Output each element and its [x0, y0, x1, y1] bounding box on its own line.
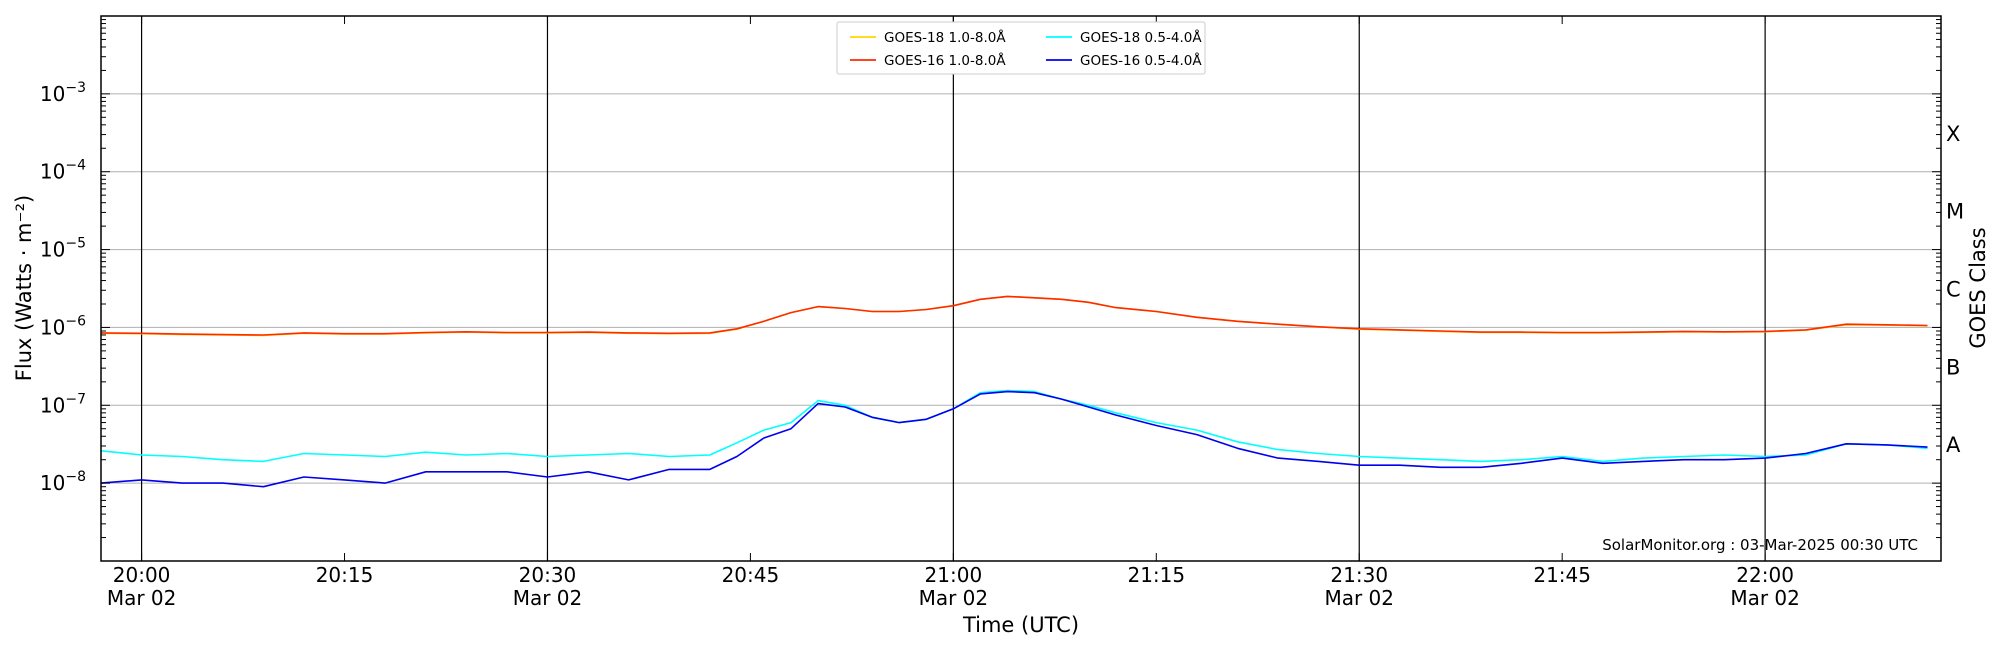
credit-text: SolarMonitor.org : 03-Mar-2025 00:30 UTC — [1602, 536, 1918, 554]
x-tick-label: 22:00 — [1736, 563, 1794, 587]
legend-label: GOES-18 1.0-8.0Å — [884, 29, 1006, 46]
day-marker-lines — [140, 16, 1766, 561]
x-tick-label: 21:45 — [1533, 563, 1591, 587]
x-tick-date-label: Mar 02 — [107, 586, 177, 610]
y-tick-label: 10−8 — [40, 469, 86, 495]
x-tick-label: 21:15 — [1127, 563, 1185, 587]
legend-label: GOES-18 0.5-4.0Å — [1080, 29, 1202, 46]
x-tick-label: 21:30 — [1330, 563, 1388, 587]
legend-label: GOES-16 1.0-8.0Å — [884, 52, 1006, 69]
y-tick-label: 10−3 — [40, 80, 86, 106]
y-tick-label: 10−7 — [40, 391, 86, 417]
x-tick-label: 21:00 — [925, 563, 983, 587]
legend-label: GOES-16 0.5-4.0Å — [1080, 52, 1202, 69]
goes-class-b: B — [1946, 355, 1960, 379]
x-tick-date-label: Mar 02 — [919, 586, 989, 610]
goes-class-m: M — [1946, 200, 1964, 224]
goes-class-x: X — [1946, 122, 1960, 146]
x-tick-date-label: Mar 02 — [1324, 586, 1394, 610]
goes-class-a: A — [1946, 433, 1961, 457]
x-tick-label: 20:15 — [316, 563, 374, 587]
x-tick-label: 20:30 — [519, 563, 577, 587]
x-tick-date-label: Mar 02 — [1730, 586, 1800, 610]
goes-class-c: C — [1946, 278, 1961, 302]
y2-axis-label: GOES Class — [1966, 227, 1990, 348]
plot-frame — [100, 15, 1942, 562]
y-tick-label: 10−5 — [40, 236, 86, 262]
x-tick-date-label: Mar 02 — [513, 586, 583, 610]
y-tick-label: 10−6 — [40, 313, 86, 339]
grid-lines — [101, 93, 1941, 484]
series-lines — [100, 295, 1928, 488]
series-line-goes-16-1-0-8-0 — [100, 295, 1928, 336]
y-tick-label: 10−4 — [40, 158, 86, 184]
goes-class-labels: X M C B A — [1946, 122, 1964, 457]
series-line-goes-18-0-5-4-0 — [100, 389, 1928, 463]
axis-ticks — [101, 16, 1941, 562]
x-axis-label: Time (UTC) — [962, 613, 1079, 637]
series-line-goes-16-0-5-4-0 — [100, 390, 1928, 488]
x-tick-label: 20:45 — [722, 563, 780, 587]
x-tick-label: 20:00 — [113, 563, 171, 587]
legend-box — [836, 21, 1206, 75]
legend: GOES-18 1.0-8.0Å GOES-16 1.0-8.0Å GOES-18 … — [836, 21, 1206, 75]
y-axis-label: Flux (Watts · m⁻²) — [12, 195, 36, 381]
